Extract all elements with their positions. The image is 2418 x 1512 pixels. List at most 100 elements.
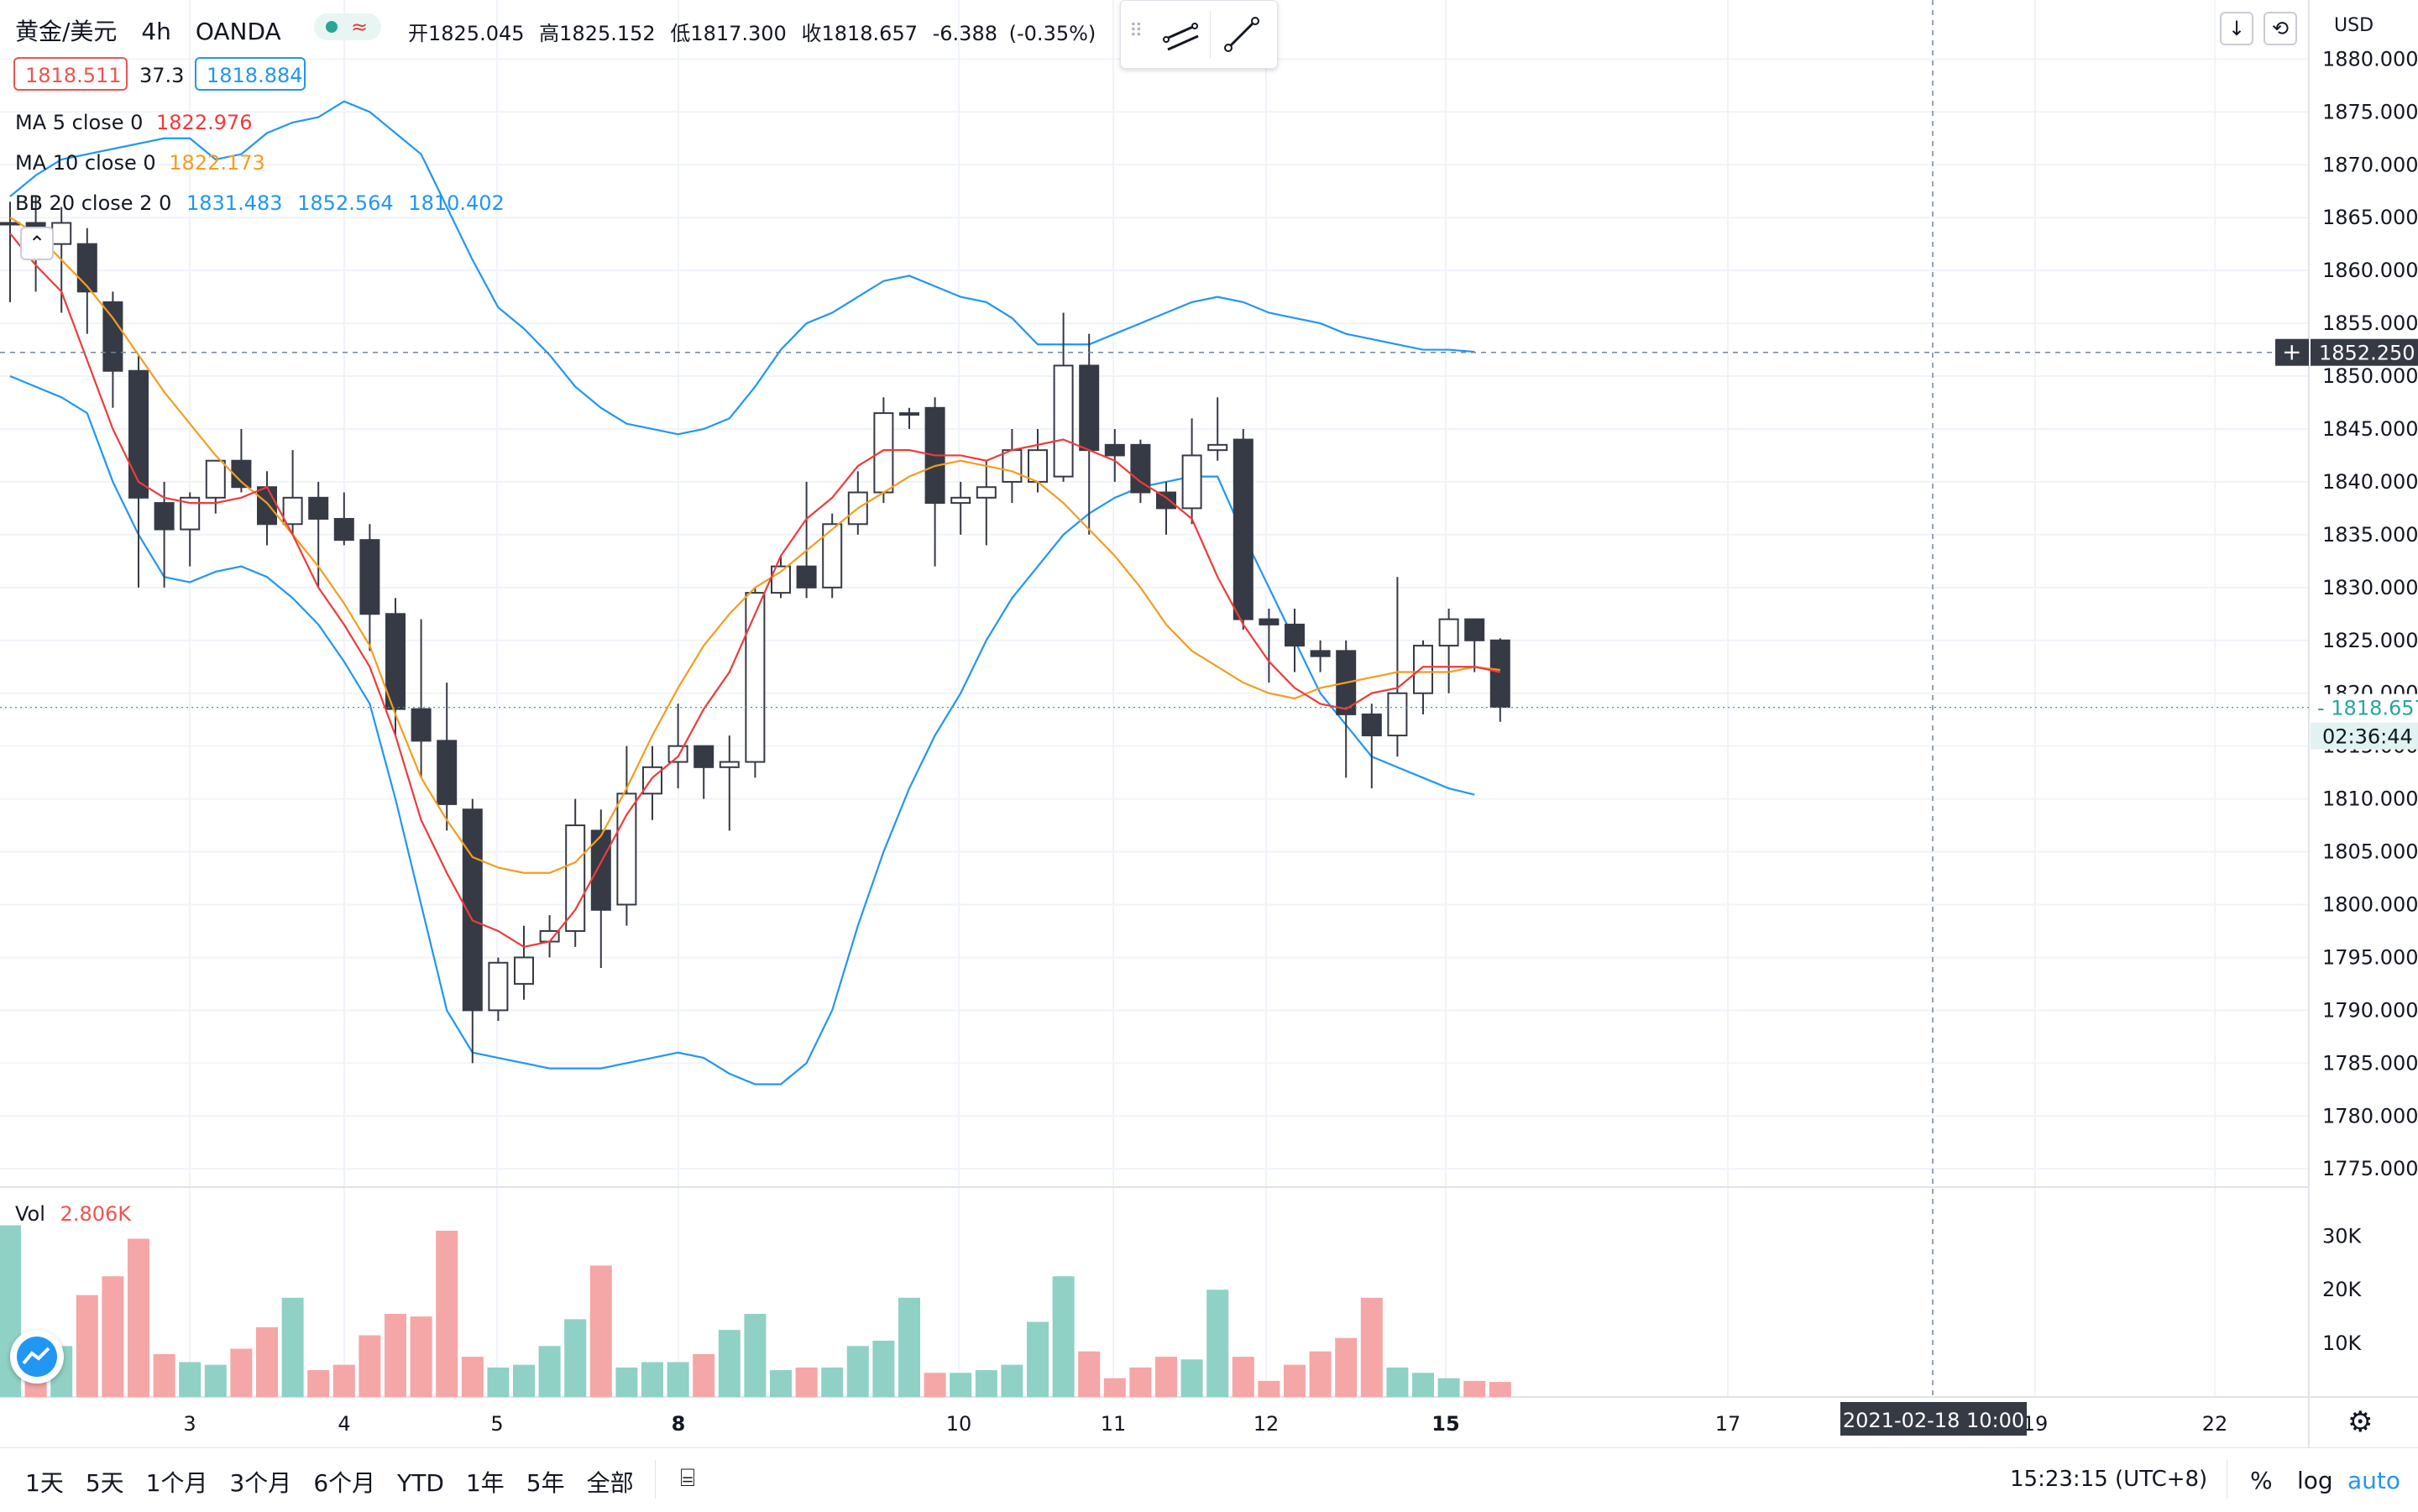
volume-bar [332,1364,355,1397]
volume-bar [1180,1359,1203,1397]
range-button[interactable]: 3个月 [229,1469,292,1497]
symbol-header[interactable]: 黄金/美元 4h OANDA [15,13,281,47]
ma5-legend[interactable]: MA 5 close 0 1822.976 [15,111,253,134]
tradingview-logo[interactable] [10,1330,64,1384]
volume-bar [950,1373,972,1397]
candle-body [642,766,662,795]
volume-bar [179,1362,202,1397]
range-button[interactable]: 5天 [85,1469,124,1497]
candle-body [616,793,637,906]
volume-bar [204,1364,227,1397]
volume-bar [307,1370,330,1397]
candle-body [822,523,843,589]
price-tick-label: 1870.000 [2322,153,2418,176]
compare-calendar-icon[interactable]: ⌸ [680,1463,695,1493]
volume-bar [1386,1367,1409,1397]
candle-body [1413,645,1433,694]
volume-bar [1360,1297,1383,1397]
candle [976,460,997,546]
candle-body [76,243,97,293]
drawing-toolbar[interactable]: ⠿ [1120,0,1278,69]
volume-bar [1027,1321,1049,1397]
download-button[interactable]: ↓ [2220,12,2253,45]
volume-bar [128,1238,149,1397]
volume-bar [513,1364,535,1397]
price-tick-label: 1875.000 [2322,100,2418,123]
chart-settings-gear-icon[interactable]: ⚙ [2347,1405,2374,1439]
price-tick-label: 1790.000 [2322,998,2418,1022]
time-tick-label: 3 [183,1412,196,1436]
candle-body [1285,623,1305,647]
buy-price-box[interactable]: 1818.884 [195,57,306,91]
volume-bar [564,1319,587,1397]
candle [128,354,149,588]
collapse-legend-button[interactable]: ⌃ [20,227,54,260]
volume-legend[interactable]: Vol 2.806K [15,1202,131,1226]
range-button[interactable]: 5年 [526,1469,565,1497]
price-tick-label: 1855.000 [2322,311,2418,335]
ma10-legend[interactable]: MA 10 close 0 1822.173 [15,151,265,175]
candle [565,798,586,947]
candle [359,524,380,651]
candle-body [0,222,20,226]
last-price-tag [2311,693,2418,721]
volume-bar [744,1313,767,1397]
volume-bar [1129,1367,1152,1397]
trend-line-icon[interactable] [1222,14,1262,55]
candle [745,587,766,778]
range-button[interactable]: 1天 [25,1469,64,1497]
cloud-logo-icon [17,1337,57,1377]
parallel-channel-icon[interactable] [1161,14,1201,55]
price-tick-label: 1880.000 [2322,47,2418,71]
candle-body [1361,713,1382,737]
volume-bar [538,1346,561,1397]
time-tick-label: 17 [1715,1412,1741,1436]
candle-body [873,412,894,494]
price-tick-label: 1835.000 [2322,523,2418,547]
auto-toggle[interactable]: auto [2347,1467,2401,1494]
candle [462,798,483,1064]
fullscreen-button[interactable]: ⟲ [2264,12,2297,45]
candle [488,957,509,1021]
range-button[interactable]: 1个月 [145,1469,208,1497]
candle-body [1438,618,1459,647]
range-button[interactable]: 6个月 [313,1469,376,1497]
price-tick-label: 1795.000 [2322,945,2418,969]
range-button[interactable]: 1年 [465,1469,505,1497]
currency-label[interactable]: USD [2334,15,2374,36]
percent-toggle[interactable]: % [2250,1467,2273,1494]
price-tick-label: 1860.000 [2322,259,2418,282]
price-tick-label: 1810.000 [2322,787,2418,811]
bottom-divider [655,1460,656,1499]
volume-bar [76,1295,98,1397]
range-button[interactable]: YTD [397,1469,444,1497]
price-tick-label: 1825.000 [2322,629,2418,652]
candle-body [1028,449,1048,483]
candle [1285,609,1305,672]
wave-icon: ≈ [351,15,369,39]
volume-tick-label: 10K [2322,1332,2363,1355]
volume-bar [1437,1378,1460,1397]
symbol-name[interactable]: 黄金/美元 [15,18,118,45]
volume-bar [667,1362,689,1397]
bb-legend[interactable]: BB 20 close 2 0 1831.483 1852.564 1810.4… [15,191,505,215]
countdown-tag [2311,722,2418,750]
interval-label[interactable]: 4h [141,18,171,45]
candle-body [1002,449,1023,483]
candle-body [1053,364,1074,478]
candle-body [719,761,740,768]
candle-body [411,708,432,742]
candle [1413,640,1433,714]
range-button[interactable]: 全部 [586,1469,634,1497]
market-status-badge[interactable]: ≈ [314,13,381,40]
volume-bar [615,1367,638,1397]
sell-price-box[interactable]: 1818.511 [13,57,128,91]
drag-handle-icon[interactable]: ⠿ [1129,21,1144,42]
volume-bar [1412,1373,1434,1397]
chart-grid [0,0,2418,1447]
log-toggle[interactable]: log [2297,1467,2333,1494]
clock-label[interactable]: 15:23:15 (UTC+8) [2010,1467,2208,1492]
volume-bar [1284,1364,1306,1397]
